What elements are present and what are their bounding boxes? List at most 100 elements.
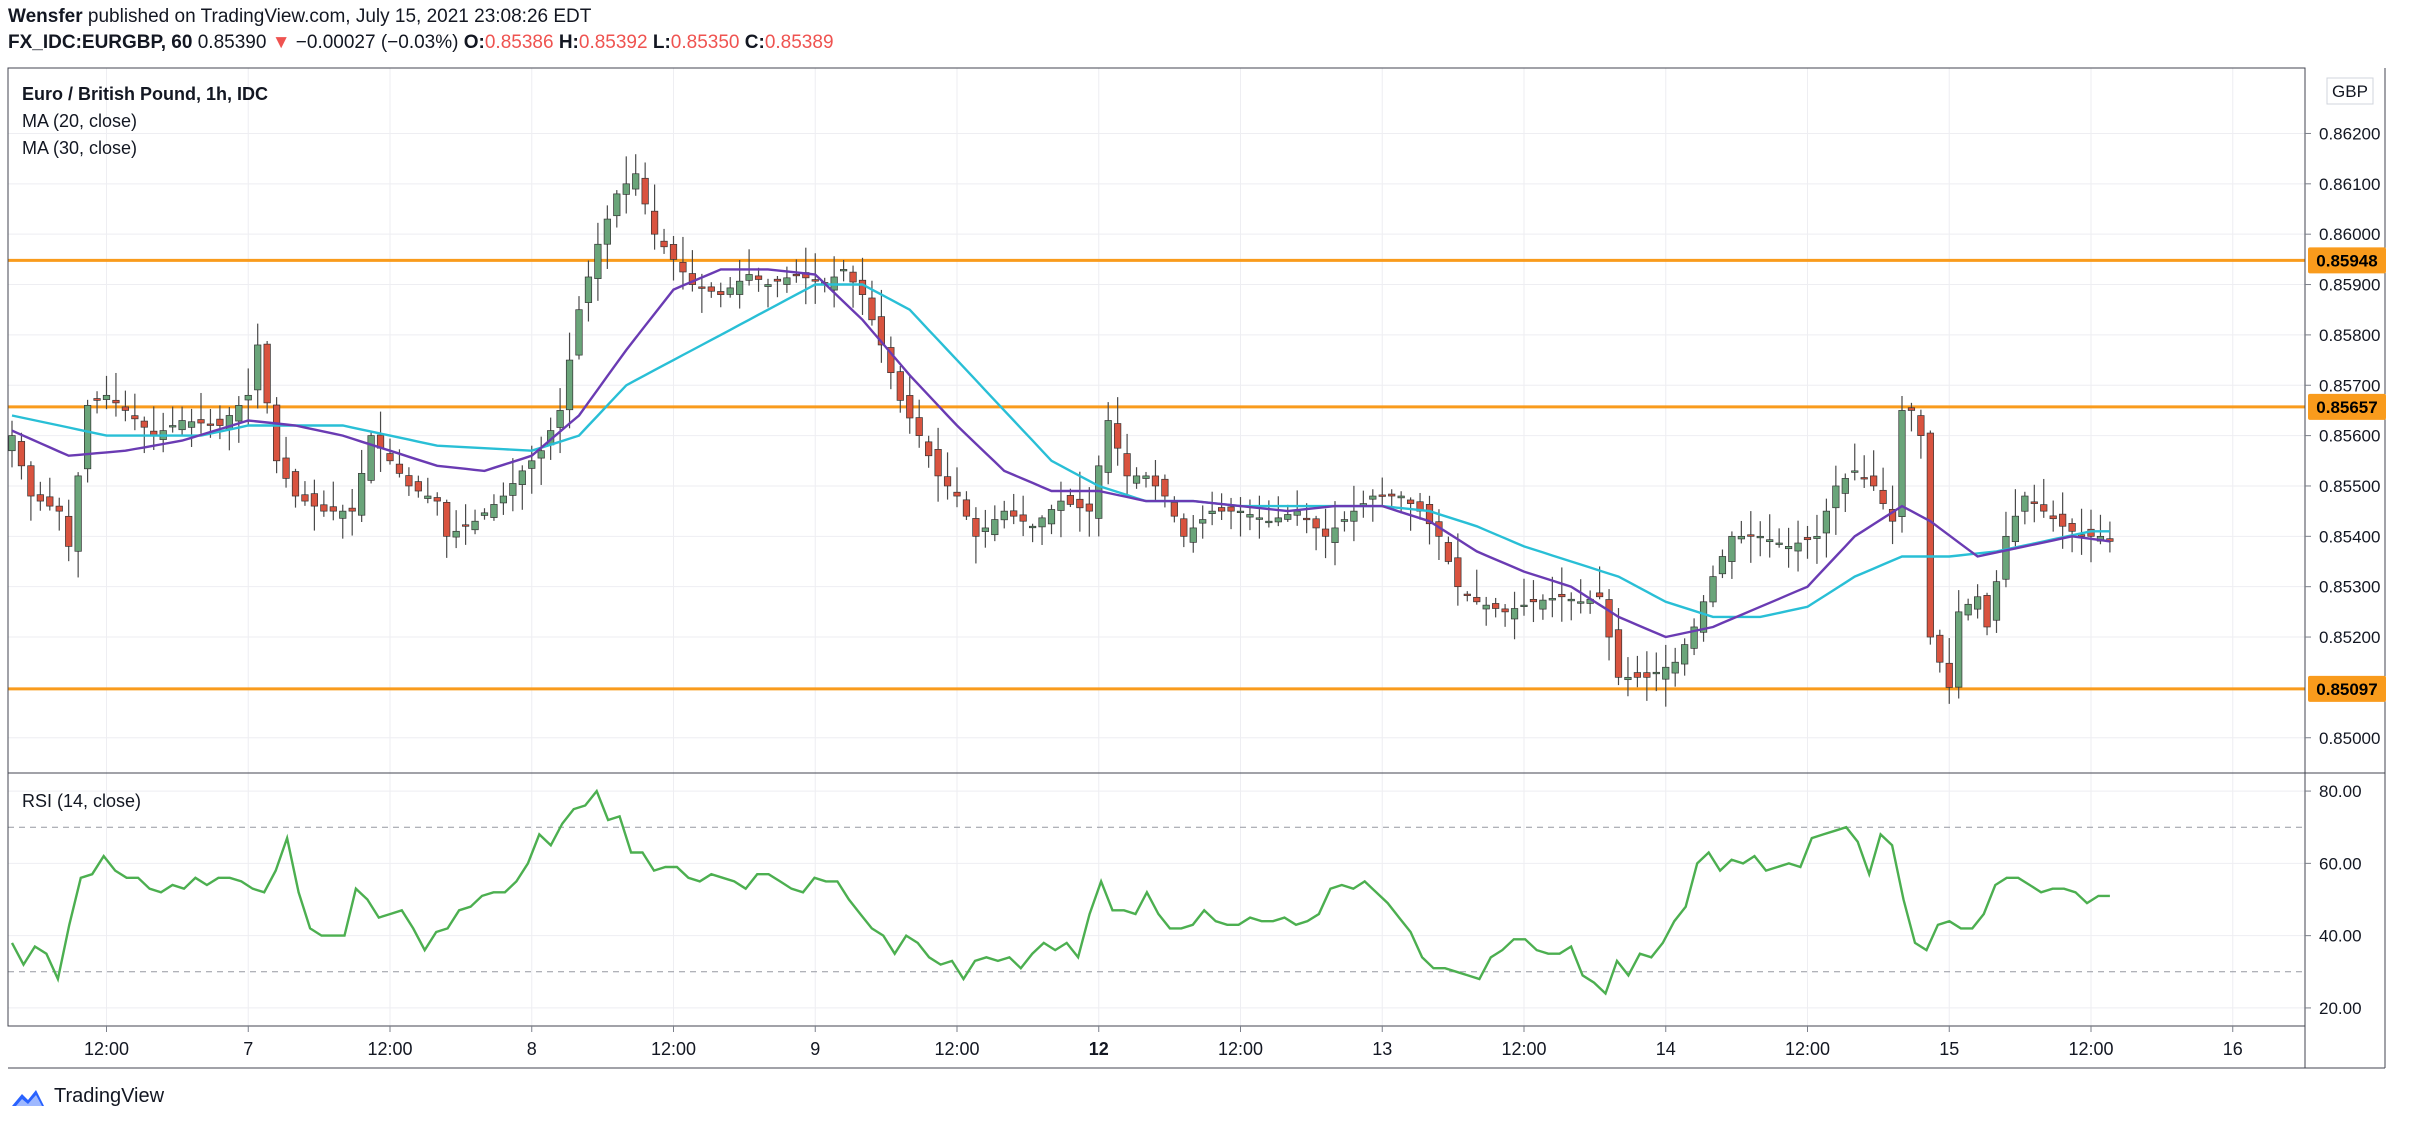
candle-body (783, 277, 791, 285)
candle-body (1303, 517, 1311, 521)
level-tag (2308, 393, 2386, 420)
level-tag-label: 0.85657 (2316, 398, 2377, 417)
ma30-line (11, 283, 2110, 619)
price-change: −0.00027 (−0.03%) (295, 32, 459, 53)
candle-body (1350, 510, 1358, 522)
candle-body (1406, 499, 1415, 504)
candle-body (565, 359, 574, 411)
candle-body (1681, 644, 1689, 665)
candle-body (792, 273, 800, 277)
candle-body (405, 475, 413, 487)
candle-body (499, 495, 507, 504)
candle-body (537, 450, 545, 459)
candle-body (102, 394, 111, 400)
candle-body (594, 243, 602, 279)
candle-body (235, 405, 243, 422)
candle-body (698, 286, 706, 289)
candle-body (1151, 475, 1160, 487)
candle-body (1595, 592, 1604, 598)
symbol-label: FX_IDC:EURGBP, 60 (8, 32, 193, 53)
candle-body (1104, 420, 1112, 473)
candle-body (1321, 528, 1330, 537)
candle-body (424, 495, 432, 499)
price-tick-label: 0.85900 (2319, 276, 2380, 295)
candle-body (65, 515, 73, 547)
time-axis[interactable]: 12:00 7 12:00 8 12:00 9 12:00 12 12:00 13 12:00 14 1… (84, 1026, 2243, 1059)
chart-title: Euro / British Pound, 1h, IDC (22, 84, 268, 104)
candle-body (991, 519, 999, 536)
level-tag-label: 0.85097 (2316, 680, 2377, 699)
candle-body (1161, 478, 1169, 497)
horizontal-levels[interactable] (8, 258, 2305, 691)
candle-body (1265, 520, 1273, 524)
candlestick-series (8, 154, 2114, 707)
candle-body (1624, 676, 1632, 681)
time-tick-label: 14 (1656, 1039, 1676, 1059)
candle-body (1482, 604, 1490, 610)
candle-body (1529, 599, 1538, 603)
candle-body (1917, 415, 1925, 436)
candle-body (877, 316, 886, 346)
chart-frame (7, 67, 2386, 1069)
candle-body (1728, 535, 1736, 562)
time-tick-label: 12:00 (1501, 1039, 1546, 1059)
price-tick-label: 0.85000 (2319, 729, 2380, 748)
candle-body (1983, 595, 1991, 628)
open-value: 0.85386 (484, 32, 554, 53)
candle-body (1614, 629, 1623, 678)
candle-body (1066, 495, 1075, 505)
level-tag (2308, 675, 2386, 702)
candle-body (622, 183, 630, 195)
candle-body (1312, 518, 1320, 529)
price-tick-label: 0.85200 (2319, 628, 2380, 647)
candle-body (1737, 535, 1745, 540)
candle-body (773, 278, 782, 282)
candle-body (1492, 603, 1500, 609)
candle-body (1870, 475, 1878, 487)
candle-body (1340, 519, 1349, 522)
level-tag (2308, 247, 2386, 274)
time-tick-label: 12:00 (934, 1039, 979, 1059)
tradingview-logo-icon (12, 1089, 44, 1106)
candle-body (1671, 661, 1679, 674)
candle-body (471, 520, 479, 531)
candle-body (764, 284, 772, 287)
candle-body (1784, 546, 1793, 550)
candle-body (915, 417, 923, 436)
candle-body (443, 502, 451, 537)
candle-body (1775, 542, 1783, 545)
candle-body (1822, 510, 1831, 534)
ma30-legend[interactable]: MA (30, close) (22, 138, 137, 158)
candle-body (1463, 593, 1471, 596)
rsi-tick-label: 40.00 (2319, 927, 2362, 946)
candle-body (1756, 535, 1764, 539)
candle-body (2002, 535, 2010, 580)
candle-body (1180, 518, 1188, 537)
candle-body (1331, 527, 1339, 543)
candle-body (754, 275, 763, 280)
candle-body (1690, 626, 1698, 649)
candle-body (613, 193, 621, 217)
candle-body (1813, 535, 1821, 539)
author-name[interactable]: Wensfer (8, 6, 83, 27)
price-axis[interactable]: 0.86200 0.86100 0.86000 0.85900 0.85800 0.857… (2305, 124, 2380, 1018)
candle-body (367, 435, 375, 481)
ma20-legend[interactable]: MA (20, close) (22, 111, 137, 131)
tradingview-footer[interactable]: TradingView (10, 1085, 164, 1108)
candle-body (1208, 510, 1216, 514)
candle-body (17, 441, 26, 467)
candle-body (1652, 671, 1660, 675)
down-arrow-icon: ▼ (271, 32, 291, 53)
candle-body (1132, 475, 1141, 484)
candle-body (669, 244, 678, 260)
candle-body (74, 475, 82, 552)
candle-body (36, 494, 44, 502)
candle-body (1964, 603, 1972, 616)
time-tick-label: 9 (810, 1039, 820, 1059)
candle-body (1473, 596, 1481, 603)
rsi-legend[interactable]: RSI (14, close) (22, 791, 141, 811)
candle-body (1246, 514, 1254, 518)
candle-body (2021, 495, 2029, 512)
time-tick-label: 12:00 (367, 1039, 412, 1059)
